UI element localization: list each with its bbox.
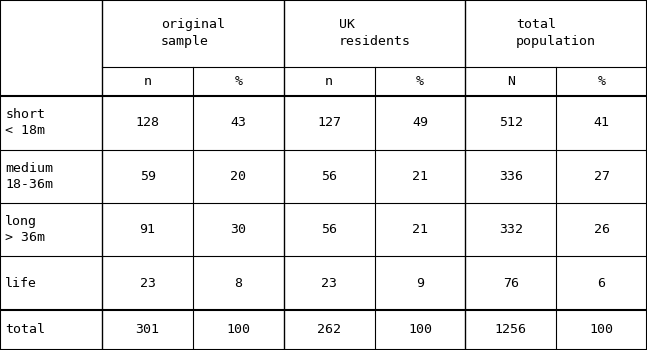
Text: %: %: [598, 75, 606, 88]
Text: 100: 100: [408, 323, 432, 336]
Text: 8: 8: [234, 276, 243, 289]
Text: 27: 27: [593, 170, 609, 183]
Text: 49: 49: [412, 117, 428, 130]
Text: original
sample: original sample: [161, 18, 225, 48]
Text: %: %: [234, 75, 243, 88]
Text: N: N: [507, 75, 515, 88]
Text: 128: 128: [136, 117, 160, 130]
Text: long
> 36m: long > 36m: [5, 215, 45, 244]
Text: n: n: [144, 75, 151, 88]
Text: 21: 21: [412, 170, 428, 183]
Text: 23: 23: [140, 276, 156, 289]
Text: 59: 59: [140, 170, 156, 183]
Text: 100: 100: [589, 323, 613, 336]
Text: short
< 18m: short < 18m: [5, 108, 45, 138]
Text: total
population: total population: [516, 18, 596, 48]
Text: 43: 43: [230, 117, 247, 130]
Text: 1256: 1256: [495, 323, 527, 336]
Text: 301: 301: [136, 323, 160, 336]
Text: 262: 262: [317, 323, 341, 336]
Text: 56: 56: [321, 170, 337, 183]
Text: UK
residents: UK residents: [338, 18, 411, 48]
Text: 336: 336: [499, 170, 523, 183]
Text: 56: 56: [321, 223, 337, 236]
Text: 23: 23: [321, 276, 337, 289]
Text: 512: 512: [499, 117, 523, 130]
Text: 41: 41: [593, 117, 609, 130]
Text: n: n: [325, 75, 333, 88]
Text: %: %: [416, 75, 424, 88]
Text: 20: 20: [230, 170, 247, 183]
Text: 9: 9: [416, 276, 424, 289]
Text: 6: 6: [598, 276, 606, 289]
Text: 100: 100: [226, 323, 250, 336]
Text: medium
18-36m: medium 18-36m: [5, 162, 53, 191]
Text: 26: 26: [593, 223, 609, 236]
Text: 30: 30: [230, 223, 247, 236]
Text: 76: 76: [503, 276, 519, 289]
Text: life: life: [5, 276, 37, 289]
Text: 332: 332: [499, 223, 523, 236]
Text: total: total: [5, 323, 45, 336]
Text: 21: 21: [412, 223, 428, 236]
Text: 91: 91: [140, 223, 156, 236]
Text: 127: 127: [317, 117, 341, 130]
